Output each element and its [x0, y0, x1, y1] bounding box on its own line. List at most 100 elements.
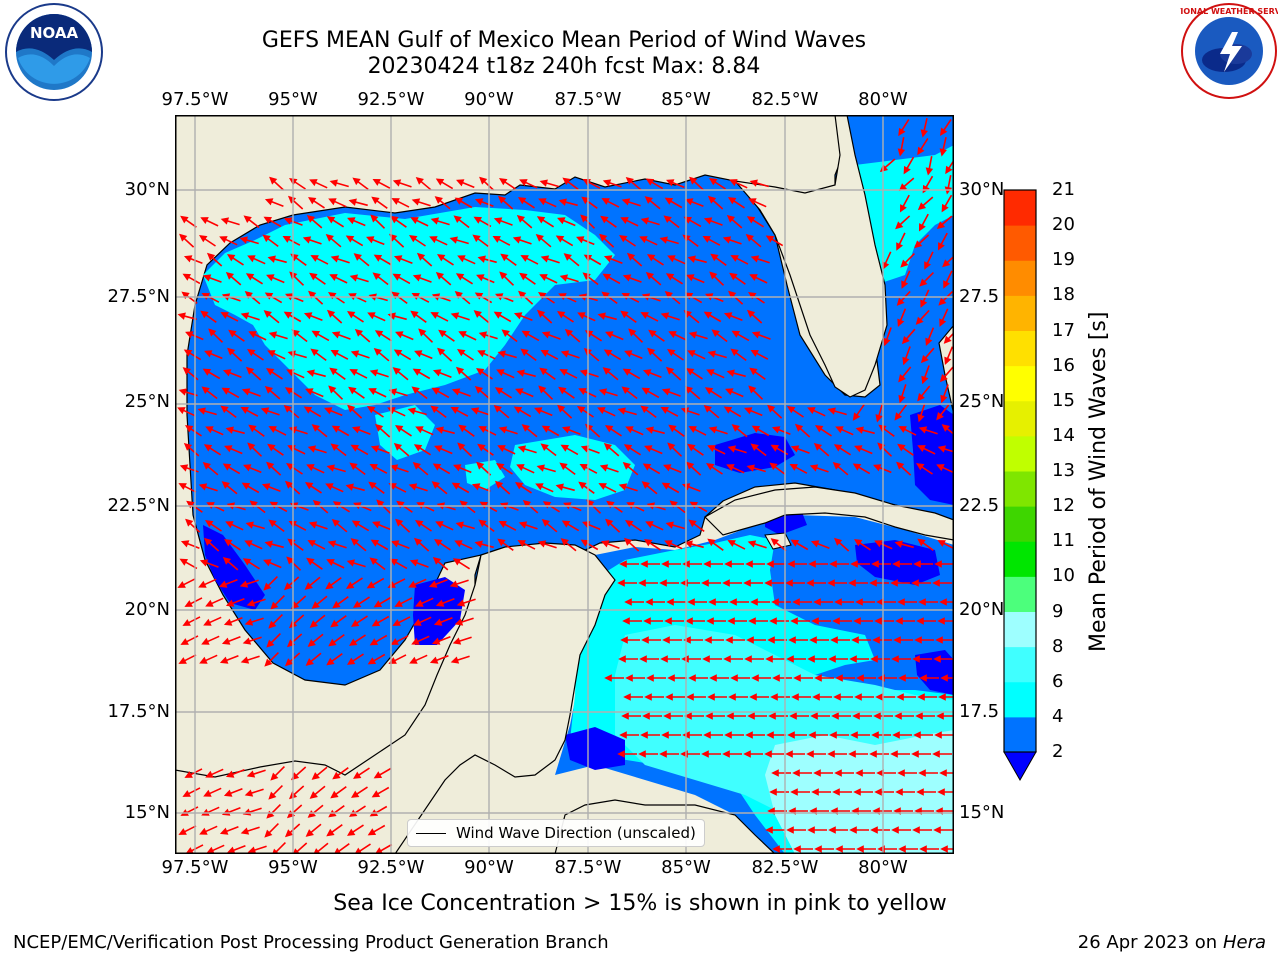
wave-arrow-head [428, 580, 438, 588]
wave-arrow-head [920, 299, 928, 308]
wave-arrow-head [787, 731, 795, 739]
lat-tick: 17.5 [959, 701, 1000, 722]
wave-arrow-head [560, 444, 570, 452]
wave-arrow-head [497, 538, 506, 547]
wave-arrow-head [451, 482, 461, 490]
wave-arrow-head [263, 310, 272, 318]
wave-arrow-head [705, 712, 713, 720]
wave-arrow-head [224, 445, 233, 453]
wave-arrow-head [835, 845, 843, 853]
wave-arrow-head [498, 520, 507, 528]
wave-arrow-head [832, 788, 840, 796]
wave-arrow-head [832, 462, 841, 470]
wave-arrow-head [457, 255, 466, 263]
wave-arrow-head [309, 179, 318, 187]
wave-arrow-head [806, 750, 814, 758]
wave-arrow-head [347, 404, 356, 413]
wave-arrow-head [304, 582, 313, 590]
wave-arrow-head [685, 617, 693, 625]
wave-arrow-head [395, 425, 404, 433]
wave-arrow-head [898, 845, 906, 853]
wave-arrow-head [431, 637, 441, 645]
wave-arrow-head [541, 331, 551, 339]
wave-arrow-head [786, 406, 796, 414]
wave-arrow-head [576, 236, 585, 244]
lon-tick: 90°W [464, 89, 514, 110]
wave-arrow-head [268, 791, 277, 800]
wave-arrow-head [707, 195, 717, 204]
wave-arrow-head [520, 348, 529, 357]
wave-arrow-head [349, 369, 358, 376]
wave-arrow-head [518, 197, 527, 205]
wave-arrow-head [787, 560, 795, 568]
wave-arrow-head [501, 329, 510, 337]
wave-arrow-head [221, 387, 231, 395]
wave-arrow-head [515, 388, 524, 396]
wave-arrow-head [367, 312, 376, 320]
wave-arrow-head [942, 259, 951, 268]
wave-arrow-head [264, 540, 273, 548]
wave-arrow-head [284, 658, 294, 667]
wave-arrow-head [326, 309, 336, 318]
wave-arrow-head [474, 540, 483, 548]
wave-arrow-head [181, 291, 190, 300]
wave-arrow-head [305, 658, 314, 666]
wave-arrow-head [806, 579, 814, 587]
wave-arrow-head [911, 750, 919, 758]
wave-arrow-head [268, 620, 277, 629]
colorbar-band [1004, 681, 1036, 718]
wave-arrow-head [873, 712, 881, 720]
wave-arrow-head [639, 655, 647, 663]
wave-arrow-head [687, 255, 696, 263]
wave-arrow-head [478, 519, 487, 528]
wave-arrow-head [626, 252, 636, 261]
wave-arrow-head [939, 148, 947, 157]
wave-arrow-head [751, 331, 761, 339]
wave-arrow-head [745, 731, 753, 739]
wave-arrow-head [769, 617, 777, 625]
wave-arrow-head [178, 483, 187, 490]
footer-date-text: 26 Apr 2023 on [1077, 932, 1218, 953]
wave-arrow-head [600, 540, 610, 548]
wave-arrow-head [606, 500, 615, 509]
wave-arrow-head [307, 639, 316, 647]
colorbar-tick: 21 [1052, 179, 1075, 200]
wave-arrow-head [894, 712, 902, 720]
wave-arrow-head [477, 255, 486, 263]
wave-arrow-head [434, 196, 443, 204]
wave-arrow-head [663, 712, 671, 720]
wave-arrow-head [660, 406, 669, 414]
wave-arrow-head [892, 560, 900, 568]
wave-arrow-head [727, 617, 735, 625]
wave-arrow-head [562, 177, 571, 186]
map-legend: Wind Wave Direction (unscaled) [407, 819, 705, 847]
wave-arrow-head [748, 385, 757, 394]
wave-arrow-head [494, 480, 504, 489]
wave-arrow-head [267, 443, 276, 452]
wave-arrow-head [744, 407, 753, 415]
wave-arrow-head [373, 600, 383, 608]
wave-arrow-head [871, 560, 879, 568]
legend-label: Wind Wave Direction (unscaled) [456, 824, 696, 842]
wave-arrow-head [520, 255, 529, 262]
wave-arrow-head [604, 674, 612, 682]
colorbar-band [1004, 471, 1036, 507]
wave-arrow-head [638, 579, 646, 587]
wave-arrow-head [204, 350, 213, 358]
wave-arrow-head [667, 674, 675, 682]
wave-arrow-head [648, 329, 657, 338]
wave-arrow-head [478, 426, 487, 433]
wave-arrow-head [896, 242, 904, 251]
wave-arrow-head [917, 202, 927, 211]
colorbar-band [1004, 225, 1036, 261]
wave-arrow-head [874, 788, 882, 796]
wave-arrow-head [870, 655, 878, 663]
wave-arrow-head [454, 540, 463, 548]
wave-arrow-head [809, 807, 817, 815]
wave-arrow-head [703, 560, 711, 568]
wave-arrow-head [793, 845, 801, 853]
wave-arrow-head [936, 464, 945, 472]
wave-arrow-head [727, 540, 736, 547]
wave-arrow-head [944, 356, 952, 365]
wave-arrow-head [726, 712, 734, 720]
